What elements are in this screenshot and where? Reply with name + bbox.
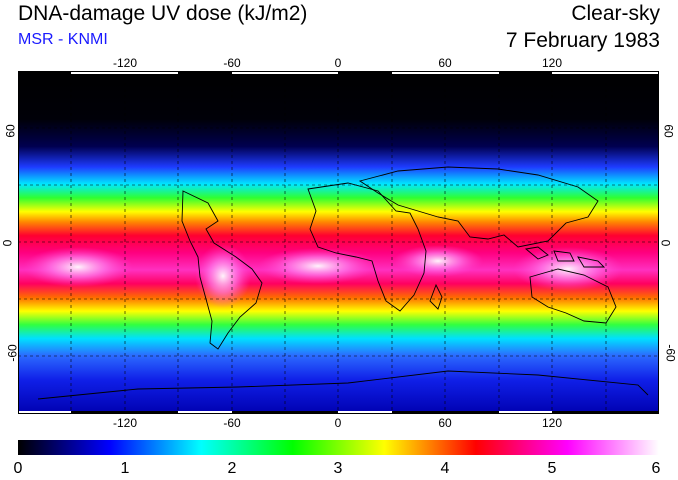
lon-tick-bottom: -60	[223, 416, 241, 430]
lon-tick-bottom: 60	[438, 416, 452, 430]
colorbar	[18, 440, 659, 455]
lon-tick-top: 0	[334, 56, 342, 70]
lon-tick-top: -120	[112, 56, 138, 70]
lon-tick-bottom: 0	[334, 416, 342, 430]
lon-tick-top: 120	[541, 56, 563, 70]
colorbar-tick: 4	[440, 460, 450, 477]
lat-tick-right: -60	[663, 344, 678, 362]
uv-dose-map	[18, 71, 659, 414]
lon-tick-bottom: 120	[541, 416, 563, 430]
colorbar-tick: 0	[13, 460, 23, 477]
colorbar-tick: 6	[651, 460, 661, 477]
map-title: DNA-damage UV dose (kJ/m2)	[18, 2, 308, 25]
lon-tick-bottom: -120	[112, 416, 138, 430]
sky-condition-label: Clear-sky	[571, 2, 660, 25]
lat-tick-left: 0	[0, 239, 15, 247]
colorbar-tick: 3	[333, 460, 343, 477]
source-label: MSR - KNMI	[18, 31, 108, 48]
colorbar-tick: 2	[227, 460, 237, 477]
lon-tick-top: -60	[223, 56, 241, 70]
lat-tick-right: 60	[661, 124, 676, 138]
colorbar-tick: 5	[547, 460, 557, 477]
lat-tick-right: 0	[658, 239, 673, 247]
lat-tick-left: 60	[3, 124, 18, 138]
colorbar-tick: 1	[120, 460, 130, 477]
lon-tick-top: 60	[438, 56, 452, 70]
date-label: 7 February 1983	[505, 29, 660, 52]
uv-dose-map-svg	[18, 71, 659, 414]
